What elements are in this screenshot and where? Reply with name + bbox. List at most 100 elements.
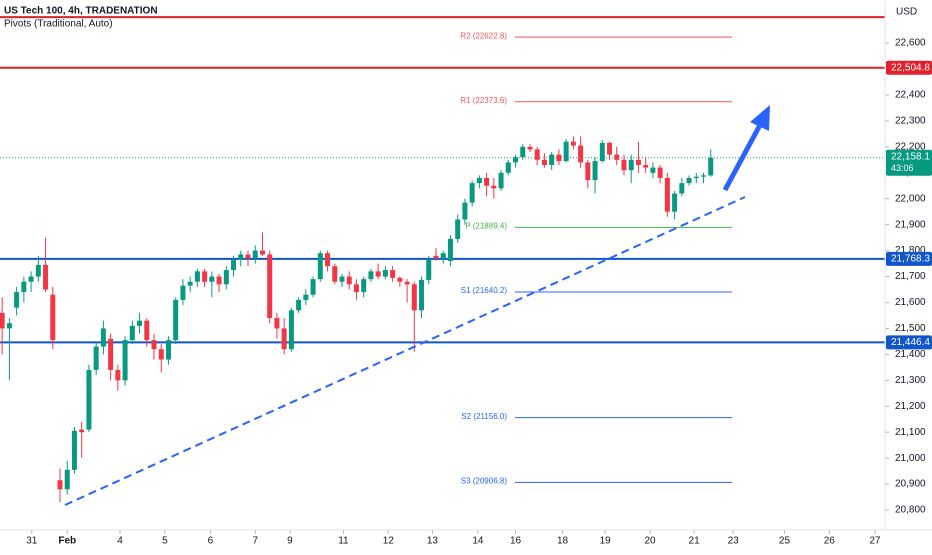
candle-body	[570, 141, 576, 146]
candle-body	[115, 369, 121, 381]
candle-body	[672, 193, 678, 212]
candle-body	[607, 142, 613, 155]
candle-body	[541, 159, 547, 165]
x-tick-label: 12	[383, 536, 395, 547]
candle-body	[325, 253, 331, 267]
x-tick-label: 19	[600, 536, 612, 547]
countdown: 43:06	[891, 163, 914, 173]
x-tick-label: 7	[252, 536, 258, 547]
candle-body	[701, 175, 707, 177]
candle-body	[64, 469, 70, 490]
candle-body	[0, 312, 5, 329]
candle-body	[281, 328, 287, 350]
candle-body	[411, 284, 417, 311]
y-tick-label: 21,500	[895, 323, 926, 334]
candle-body	[194, 271, 200, 282]
candle-body	[498, 172, 504, 189]
candle-body	[50, 294, 56, 341]
candle-body	[317, 253, 323, 280]
candle-body	[79, 429, 85, 433]
y-tick-label: 22,200	[895, 141, 926, 152]
y-tick-label: 21,400	[895, 349, 926, 360]
arrow-shaft	[722, 123, 763, 192]
candle-body	[180, 285, 186, 300]
candle-body	[216, 276, 222, 285]
candle-body	[332, 266, 338, 282]
x-tick-label: 5	[162, 536, 168, 547]
candle-body	[252, 250, 258, 259]
x-tick-label: 13	[427, 536, 439, 547]
candle-body	[578, 145, 584, 163]
candle-body	[426, 259, 432, 280]
candle-body	[447, 238, 453, 261]
y-tick-label: 21,900	[895, 219, 926, 230]
candle-body	[361, 279, 367, 293]
candle-body	[549, 154, 555, 165]
candle-body	[469, 183, 475, 203]
candle-body	[43, 264, 49, 290]
candle-body	[122, 340, 128, 381]
candle-body	[274, 318, 280, 329]
candle-body	[288, 310, 294, 350]
pivot-label: S1 (21640.2)	[461, 286, 508, 295]
candle-body	[592, 161, 598, 181]
candle-body	[708, 157, 714, 176]
candle-body	[491, 185, 497, 189]
last-price-label: 22,158.1	[891, 151, 930, 162]
y-tick-label: 21,300	[895, 375, 926, 386]
x-tick-label: 4	[117, 536, 123, 547]
x-tick-label: 21	[689, 536, 701, 547]
candle-body	[484, 177, 490, 186]
candle-body	[390, 270, 396, 278]
candle-body	[433, 255, 439, 259]
candle-body	[368, 271, 374, 280]
indicator-name: Pivots (Traditional, Auto)	[4, 19, 113, 30]
candle-body	[93, 346, 99, 370]
x-tick-label: 14	[472, 536, 484, 547]
candle-body	[693, 176, 699, 178]
candle-body	[628, 159, 634, 171]
candle-body	[35, 264, 41, 277]
x-tick-label: 25	[779, 536, 791, 547]
x-tick-label: 18	[557, 536, 569, 547]
trend-line	[64, 196, 746, 506]
candle-body	[621, 159, 627, 171]
candle-body	[21, 281, 27, 293]
chart-title: US Tech 100, 4h, TRADENATION	[4, 6, 158, 17]
candle-body	[679, 183, 685, 194]
y-tick-label: 21,700	[895, 271, 926, 282]
candle-body	[151, 340, 157, 350]
y-tick-label: 22,300	[895, 116, 926, 127]
currency: USD	[896, 7, 917, 18]
candle-body	[397, 277, 403, 282]
candle-body	[144, 320, 150, 341]
level-badge	[886, 60, 932, 75]
pivot-label: S2 (21156.0)	[461, 412, 507, 421]
candle-body	[346, 276, 352, 285]
y-tick-label: 21,200	[895, 401, 926, 412]
candle-body	[664, 177, 670, 212]
candle-body	[476, 177, 482, 184]
y-tick-label: 21,100	[895, 427, 926, 438]
y-tick-label: 21,600	[895, 297, 926, 308]
candle-body	[137, 320, 143, 326]
candle-body	[585, 162, 591, 181]
candle-body	[643, 164, 649, 168]
candle-body	[165, 340, 171, 360]
candle-body	[100, 328, 106, 347]
y-tick-label: 20,900	[895, 479, 926, 490]
candle-body	[513, 157, 519, 163]
candle-body	[527, 146, 533, 150]
x-tick-label: 16	[510, 536, 522, 547]
candle-body	[650, 167, 656, 173]
candle-body	[14, 292, 20, 308]
y-tick-label: 20,800	[895, 505, 926, 516]
arrow-head	[750, 105, 770, 131]
candle-body	[267, 254, 273, 319]
pivot-label: S3 (20906.8)	[461, 476, 508, 485]
level-label: 21,768.3	[891, 253, 930, 264]
candle-body	[563, 141, 569, 162]
candle-body	[657, 167, 663, 178]
